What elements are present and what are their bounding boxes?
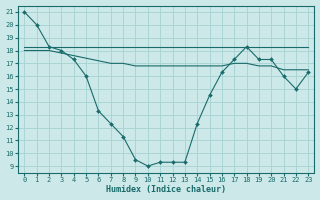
X-axis label: Humidex (Indice chaleur): Humidex (Indice chaleur) bbox=[106, 185, 226, 194]
